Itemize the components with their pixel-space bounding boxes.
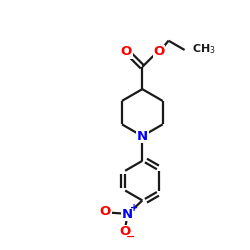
Text: O: O <box>120 225 131 238</box>
Text: O: O <box>120 45 132 58</box>
Text: +: + <box>130 203 138 213</box>
Text: O: O <box>100 205 111 218</box>
Text: CH$_3$: CH$_3$ <box>192 42 215 56</box>
Text: N: N <box>122 208 133 220</box>
Text: N: N <box>137 130 148 142</box>
Text: −: − <box>126 232 135 242</box>
Text: O: O <box>154 45 165 58</box>
